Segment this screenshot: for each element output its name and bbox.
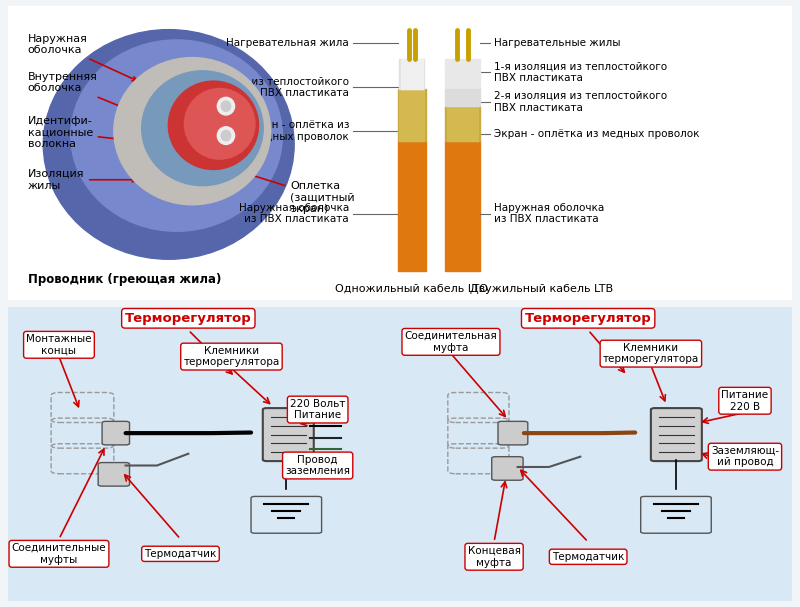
Text: 220 Вольт
Питание: 220 Вольт Питание — [290, 399, 346, 421]
Ellipse shape — [184, 89, 255, 159]
Text: Нагревательные жилы: Нагревательные жилы — [494, 38, 621, 48]
Ellipse shape — [218, 97, 234, 115]
Text: Терморегулятор: Терморегулятор — [525, 312, 651, 325]
Bar — [446, 106, 480, 141]
Bar — [399, 59, 424, 89]
FancyBboxPatch shape — [4, 5, 796, 302]
Text: Соединительная
муфта: Соединительная муфта — [405, 331, 498, 353]
Text: Экран - оплётка из медных проволок: Экран - оплётка из медных проволок — [494, 129, 699, 139]
Ellipse shape — [218, 127, 234, 144]
FancyBboxPatch shape — [4, 305, 796, 602]
Text: 1-я изоляция из теплостойкого
ПВХ пластиката: 1-я изоляция из теплостойкого ПВХ пласти… — [494, 61, 667, 83]
FancyBboxPatch shape — [651, 408, 702, 461]
FancyBboxPatch shape — [492, 456, 523, 480]
Ellipse shape — [70, 40, 282, 231]
Text: Терморегулятор: Терморегулятор — [125, 312, 252, 325]
Ellipse shape — [168, 81, 258, 169]
Text: Термодатчик: Термодатчик — [144, 549, 217, 559]
Text: 2-я изоляция из теплостойкого
ПВХ пластиката: 2-я изоляция из теплостойкого ПВХ пласти… — [494, 91, 667, 112]
Text: Нагревательная жила: Нагревательная жила — [226, 38, 349, 48]
Text: Изоляция
жилы: Изоляция жилы — [27, 169, 137, 191]
FancyBboxPatch shape — [498, 421, 528, 445]
Ellipse shape — [114, 58, 270, 205]
Text: Концевая
муфта: Концевая муфта — [467, 546, 521, 568]
Text: Экран - оплётка из
медных проволок: Экран - оплётка из медных проволок — [245, 120, 349, 142]
Text: Оплетка
(защитный
экран): Оплетка (защитный экран) — [224, 166, 355, 214]
Text: Клемники
терморегулятора: Клемники терморегулятора — [183, 346, 279, 367]
Text: Провод
заземления: Провод заземления — [285, 455, 350, 476]
FancyBboxPatch shape — [98, 463, 130, 486]
Bar — [398, 89, 426, 141]
FancyBboxPatch shape — [262, 408, 314, 461]
Bar — [399, 89, 424, 141]
Bar — [446, 59, 480, 71]
Text: Заземляющ-
ий провод: Заземляющ- ий провод — [711, 446, 779, 467]
Text: Двужильный кабель LTB: Двужильный кабель LTB — [470, 283, 613, 294]
Text: Соединительные
муфты: Соединительные муфты — [12, 543, 106, 565]
Ellipse shape — [142, 71, 263, 186]
Ellipse shape — [222, 101, 230, 111]
Bar — [447, 106, 478, 141]
Text: Питание
220 В: Питание 220 В — [722, 390, 769, 412]
Ellipse shape — [43, 30, 294, 259]
Bar — [398, 141, 426, 271]
Text: Наружная оболочка
из ПВХ пластиката: Наружная оболочка из ПВХ пластиката — [494, 203, 604, 225]
Text: Наружная оболочка
из ПВХ пластиката: Наружная оболочка из ПВХ пластиката — [238, 203, 349, 225]
Text: Проводник (греющая жила): Проводник (греющая жила) — [27, 273, 221, 287]
Text: Монтажные
концы: Монтажные концы — [26, 334, 92, 356]
Text: Внутренняя
оболочка: Внутренняя оболочка — [27, 72, 137, 114]
Bar — [446, 141, 480, 271]
Bar — [446, 71, 480, 89]
Text: Клемники
терморегулятора: Клемники терморегулятора — [602, 343, 699, 364]
Text: Термодатчик: Термодатчик — [552, 552, 624, 561]
Text: Одножильный кабель LTO: Одножильный кабель LTO — [335, 283, 488, 294]
Text: Изоляция из теплостойкого
ПВХ пластиката: Изоляция из теплостойкого ПВХ пластиката — [195, 76, 349, 98]
Bar — [401, 59, 422, 89]
Bar — [446, 89, 480, 106]
Text: Идентифи-
кационные
волокна: Идентифи- кационные волокна — [27, 116, 137, 149]
Text: Наружная
оболочка: Наружная оболочка — [27, 33, 137, 81]
Ellipse shape — [222, 131, 230, 141]
FancyBboxPatch shape — [102, 421, 130, 445]
